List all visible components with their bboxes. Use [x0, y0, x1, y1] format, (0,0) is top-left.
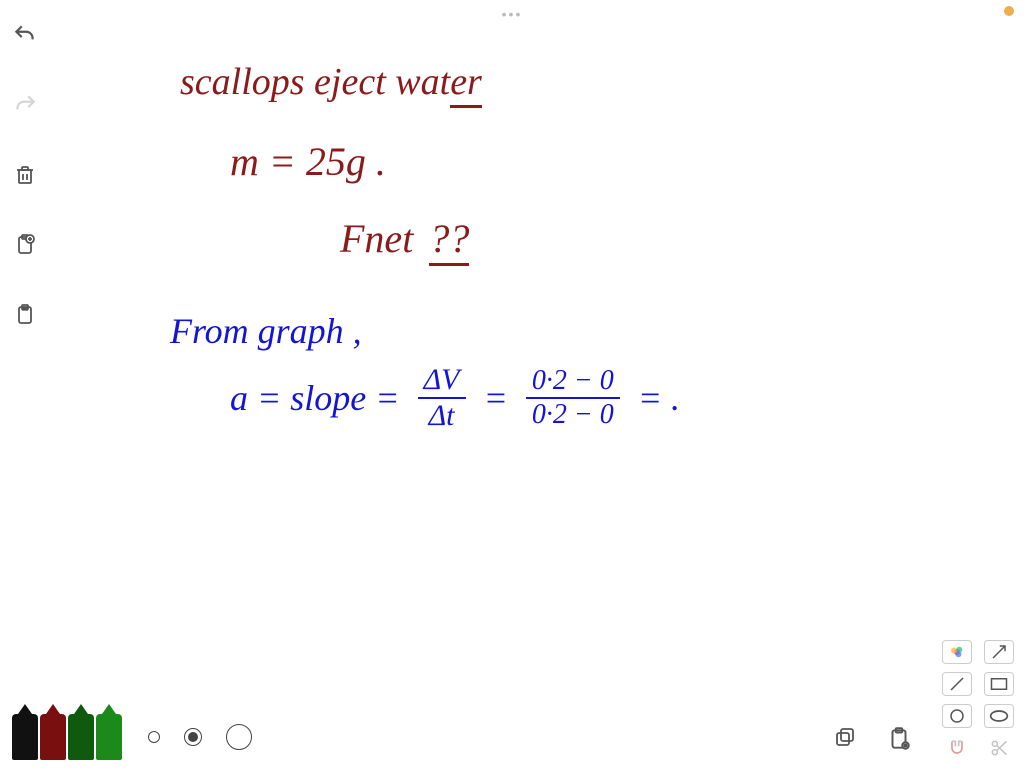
- text-line-2-lhs: m =: [230, 139, 296, 184]
- drawing-canvas[interactable]: scallops eject water m = 25g . Fnet ?? F…: [60, 20, 1004, 678]
- paste-target-icon[interactable]: [884, 726, 914, 752]
- text-line-2: m = 25g .: [230, 138, 386, 185]
- text-line-4-txt: From graph ,: [170, 311, 362, 351]
- line-icon[interactable]: [942, 672, 972, 696]
- fraction-1-num: ΔV: [418, 365, 466, 399]
- pen-black[interactable]: [12, 714, 38, 760]
- scissors-icon[interactable]: [984, 736, 1014, 760]
- fraction-2-num: 0·2 − 0: [526, 367, 620, 399]
- text-line-5: a = slope = ΔV Δt = 0·2 − 0 0·2 − 0 = .: [230, 365, 680, 431]
- duplicate-icon[interactable]: [830, 726, 860, 752]
- text-line-1a: scallops eject wat: [180, 61, 450, 103]
- undo-icon[interactable]: [10, 20, 40, 50]
- pen-dark-red[interactable]: [40, 714, 66, 760]
- fraction-1-den: Δt: [423, 399, 461, 431]
- text-line-3: Fnet ??: [340, 215, 469, 266]
- stroke-small[interactable]: [148, 731, 160, 743]
- rect-icon[interactable]: [984, 672, 1014, 696]
- trash-icon[interactable]: [10, 160, 40, 190]
- mid-right-tools: [830, 726, 914, 752]
- magnet-icon[interactable]: [942, 736, 972, 760]
- fraction-2-den: 0·2 − 0: [526, 399, 620, 429]
- redo-icon[interactable]: [10, 90, 40, 120]
- eq-1: =: [484, 377, 508, 419]
- stroke-size-group: [148, 724, 252, 750]
- pen-dark-green[interactable]: [68, 714, 94, 760]
- sync-status-dot: [1004, 6, 1014, 16]
- text-line-2-rhs: 25g .: [306, 139, 386, 184]
- stroke-large[interactable]: [226, 724, 252, 750]
- pen-green[interactable]: [96, 714, 122, 760]
- text-line-1-tail: er: [450, 60, 482, 108]
- stroke-medium[interactable]: [184, 728, 202, 746]
- arrow-icon[interactable]: [984, 640, 1014, 664]
- fraction-1: ΔV Δt: [418, 365, 466, 431]
- text-line-1: scallops eject water: [180, 60, 482, 108]
- eq-2: = .: [638, 377, 680, 419]
- text-line-5-a: a = slope =: [230, 377, 400, 419]
- clipboard-more-icon[interactable]: [10, 300, 40, 330]
- circle-icon[interactable]: [942, 704, 972, 728]
- ellipse-icon[interactable]: [984, 704, 1014, 728]
- left-toolbar: [0, 0, 50, 330]
- text-line-3-lhs: Fnet: [340, 216, 413, 261]
- text-line-4: From graph ,: [170, 310, 362, 352]
- text-line-3-rhs: ??: [429, 215, 469, 266]
- fraction-2: 0·2 − 0 0·2 − 0: [526, 367, 620, 429]
- paste-add-icon[interactable]: [10, 230, 40, 260]
- shape-tool-grid: [940, 640, 1016, 760]
- pen-group: [12, 714, 122, 760]
- photos-icon[interactable]: [942, 640, 972, 664]
